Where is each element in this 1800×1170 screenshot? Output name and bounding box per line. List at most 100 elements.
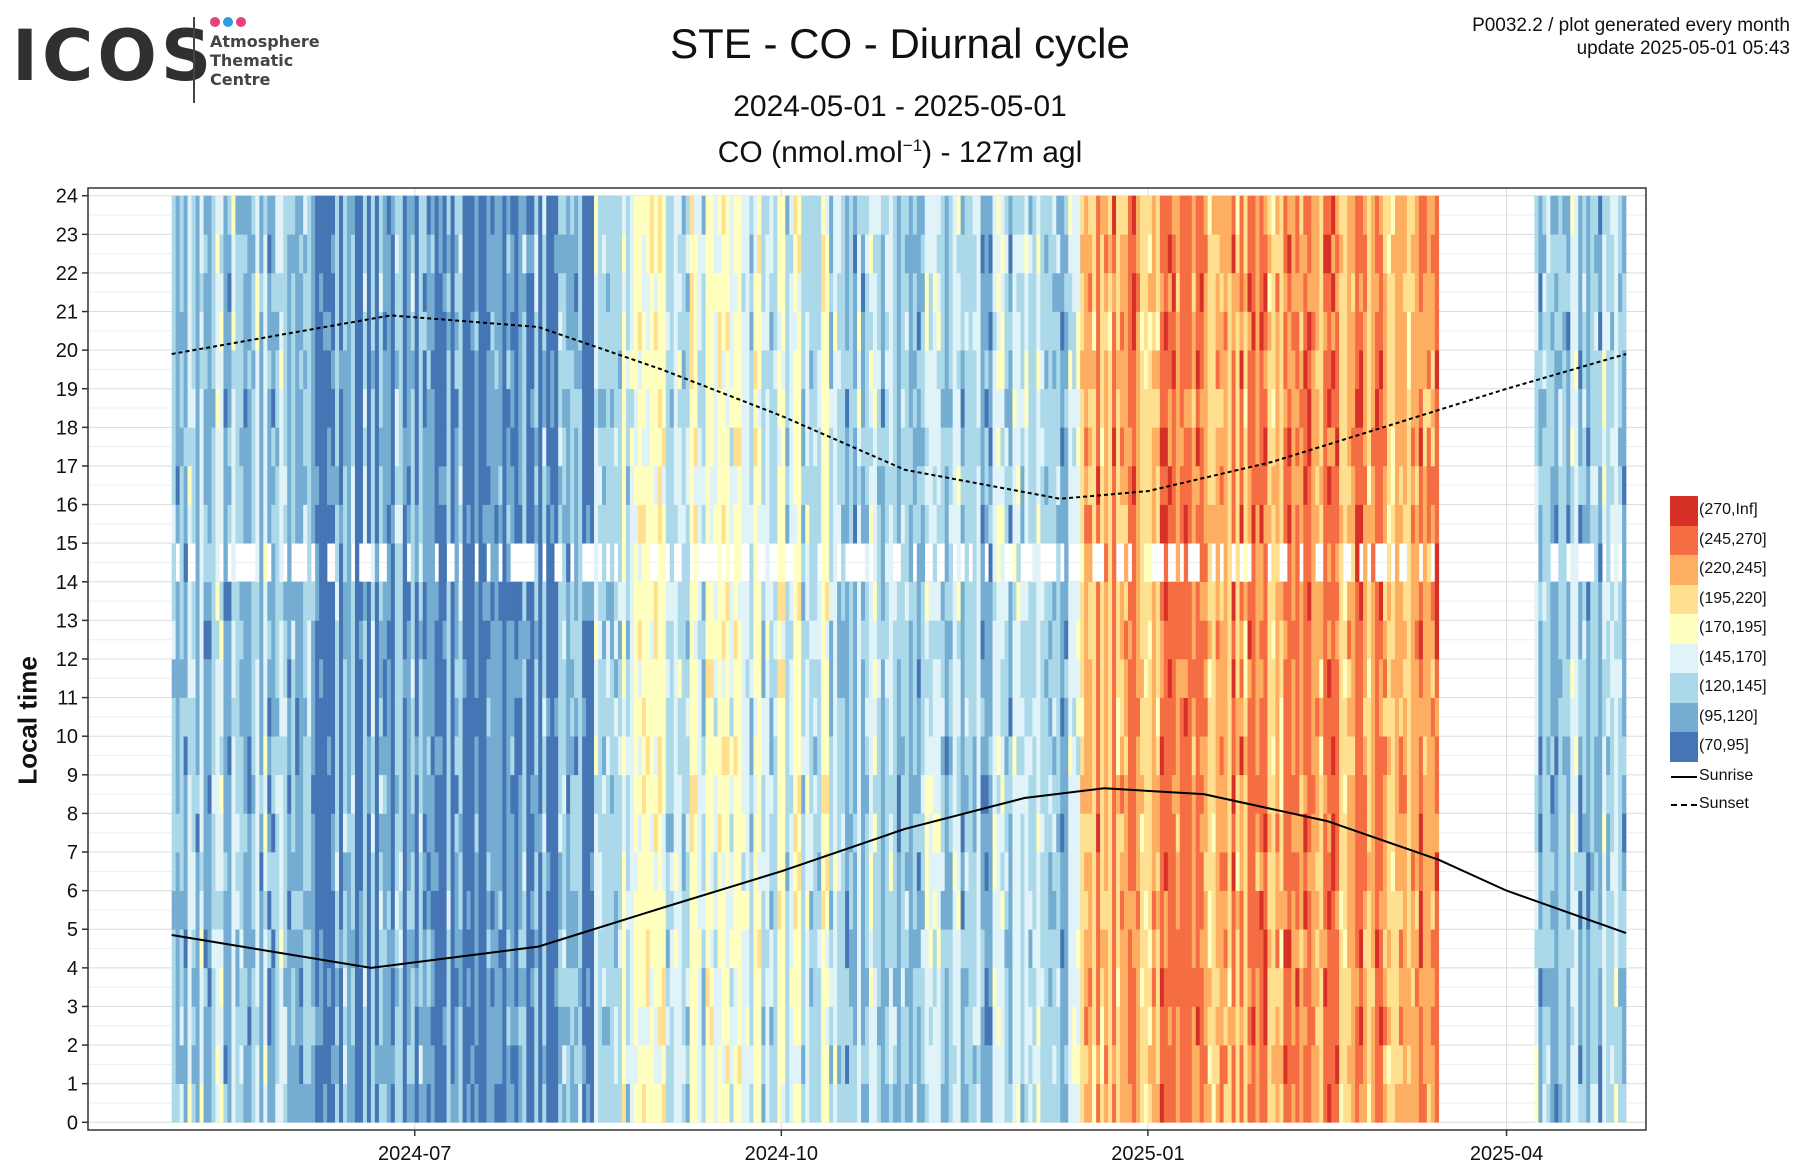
- heatmap-cell: [944, 388, 949, 428]
- heatmap-cell: [426, 350, 431, 390]
- heatmap-cell: [964, 1083, 969, 1123]
- heatmap-cell: [920, 813, 926, 853]
- heatmap-cell: [259, 195, 264, 235]
- heatmap-cell: [606, 234, 611, 274]
- heatmap-cell: [215, 1006, 220, 1046]
- heatmap-cell: [283, 311, 288, 351]
- heatmap-cell: [916, 581, 922, 621]
- heatmap-cell: [327, 311, 332, 351]
- heatmap-cell: [880, 350, 886, 390]
- heatmap-cell: [701, 929, 706, 969]
- heatmap-cell: [757, 581, 762, 621]
- heatmap-cell: [773, 967, 778, 1007]
- heatmap-cell: [713, 967, 718, 1007]
- heatmap-cell: [394, 272, 400, 312]
- heatmap-cell: [223, 1045, 228, 1084]
- heatmap-cell: [454, 1083, 459, 1123]
- heatmap-cell: [378, 659, 384, 698]
- heatmap-cell: [422, 736, 427, 776]
- heatmap-cell: [745, 813, 750, 853]
- heatmap-cell: [390, 774, 396, 814]
- heatmap-cell: [976, 620, 981, 660]
- heatmap-cell: [685, 311, 690, 351]
- heatmap-cell: [486, 813, 491, 853]
- heatmap-cell: [1004, 620, 1009, 660]
- heatmap-cell: [733, 427, 738, 467]
- heatmap-cell: [825, 620, 830, 660]
- heatmap-cell: [789, 659, 794, 698]
- heatmap-cell: [350, 427, 356, 467]
- heatmap-cell: [606, 697, 611, 737]
- heatmap-cell: [243, 581, 248, 621]
- heatmap-cell: [868, 272, 874, 312]
- heatmap-cell: [865, 890, 870, 930]
- heatmap-cell: [510, 1006, 515, 1046]
- heatmap-cell: [749, 311, 754, 351]
- heatmap-cell: [255, 581, 260, 621]
- heatmap-cell: [645, 504, 651, 544]
- heatmap-cell: [323, 234, 328, 274]
- heatmap-cell: [984, 272, 989, 312]
- heatmap-cell: [227, 1045, 232, 1084]
- heatmap-cell: [406, 620, 412, 660]
- heatmap-cell: [402, 543, 408, 583]
- heatmap-cell: [876, 774, 882, 814]
- heatmap-cell: [454, 929, 459, 969]
- heatmap-cell: [271, 620, 276, 660]
- heatmap-cell: [434, 1083, 439, 1123]
- heatmap-cell: [558, 852, 563, 891]
- heatmap-cell: [558, 427, 563, 467]
- heatmap-cell: [319, 1006, 324, 1046]
- heatmap-cell: [319, 427, 324, 467]
- heatmap-cell: [203, 350, 208, 390]
- heatmap-cell: [307, 350, 312, 390]
- heatmap-cell: [554, 427, 559, 467]
- heatmap-cell: [884, 234, 890, 274]
- heatmap-cell: [518, 890, 523, 930]
- heatmap-cell: [996, 890, 1001, 930]
- heatmap-cell: [741, 234, 746, 274]
- heatmap-cell: [562, 350, 567, 390]
- heatmap-cell: [829, 890, 834, 930]
- heatmap-cell: [725, 234, 730, 274]
- heatmap-cell: [315, 1006, 320, 1046]
- heatmap-cell: [207, 388, 212, 428]
- heatmap-cell: [566, 272, 571, 312]
- heatmap-cell: [339, 620, 344, 660]
- heatmap-cell: [729, 659, 734, 698]
- heatmap-cell: [932, 736, 938, 776]
- heatmap-cell: [171, 1045, 176, 1084]
- heatmap-cell: [191, 1006, 196, 1046]
- heatmap-cell: [566, 967, 571, 1007]
- heatmap-cell: [191, 697, 196, 737]
- heatmap-cell: [410, 350, 416, 390]
- heatmap-cell: [649, 1083, 655, 1123]
- heatmap-cell: [689, 620, 694, 660]
- heatmap-cell: [470, 1045, 475, 1084]
- heatmap-cell: [295, 929, 300, 969]
- heatmap-cell: [291, 195, 296, 235]
- heatmap-cell: [924, 890, 930, 930]
- heatmap-cell: [988, 1045, 993, 1084]
- heatmap-cell: [777, 1083, 782, 1123]
- heatmap-cell: [434, 465, 439, 505]
- heatmap-cell: [956, 581, 961, 621]
- heatmap-cell: [295, 890, 300, 930]
- heatmap-cell: [761, 427, 766, 467]
- heatmap-cell: [888, 1045, 894, 1084]
- heatmap-cell: [454, 852, 459, 891]
- heatmap-cell: [582, 1045, 587, 1084]
- heatmap-cell: [797, 1083, 802, 1123]
- heatmap-cell: [267, 890, 272, 930]
- heatmap-cell: [968, 1083, 973, 1123]
- heatmap-cell: [478, 774, 483, 814]
- heatmap-cell: [171, 967, 176, 1007]
- heatmap-cell: [705, 1006, 710, 1046]
- heatmap-cell: [466, 234, 471, 274]
- heatmap-cell: [386, 311, 392, 351]
- heatmap-cell: [713, 736, 718, 776]
- heatmap-cell: [530, 697, 535, 737]
- heatmap-cell: [382, 774, 388, 814]
- heatmap-cell: [362, 465, 368, 505]
- heatmap-cell: [434, 388, 439, 428]
